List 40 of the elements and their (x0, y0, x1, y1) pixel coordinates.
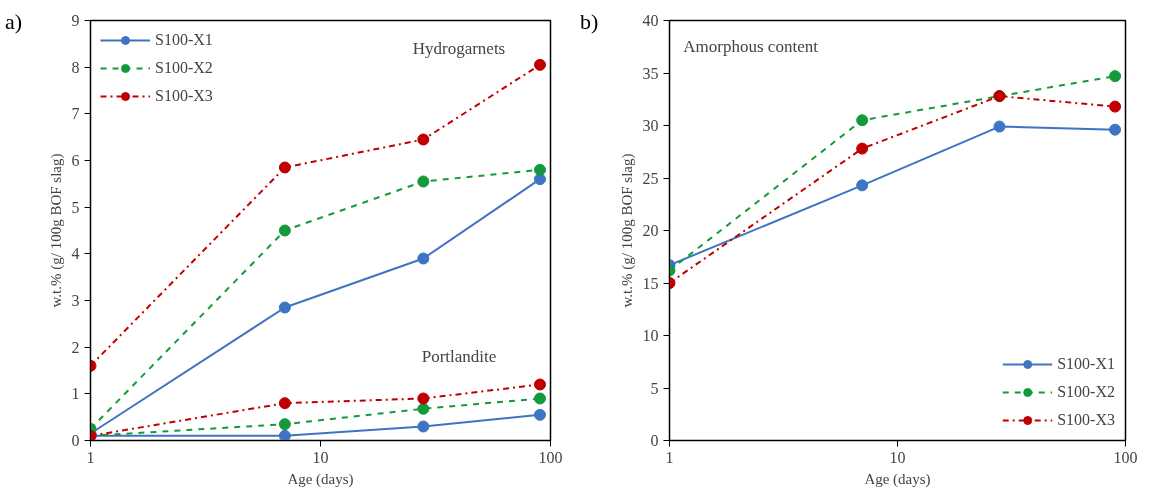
x-tick-label: 1 (665, 448, 674, 466)
annotation: Hydrogarnets (412, 39, 506, 58)
y-tick-label: 0 (71, 432, 80, 449)
y-tick-label: 9 (71, 12, 80, 29)
y-tick-label: 15 (642, 274, 659, 292)
x-tick-label: 100 (538, 448, 563, 466)
y-tick-label: 8 (71, 58, 80, 76)
text: a) (5, 8, 23, 36)
y-axis-title: w.t.% (g/ 100g BOF slag) (47, 153, 65, 308)
y-tick-label: 5 (71, 198, 80, 216)
y-tick-label: 10 (642, 327, 659, 344)
legend-label: S100-X1 (1057, 355, 1115, 373)
y-tick-label: 35 (642, 64, 659, 82)
legend-label: S100-X1 (155, 31, 213, 49)
x-tick-label: 10 (312, 448, 329, 466)
y-tick-label: 4 (71, 245, 80, 263)
y-tick-label: 3 (71, 292, 80, 309)
legend-label: S100-X3 (1057, 411, 1115, 429)
text: b) (580, 8, 599, 36)
legend-label: S100-X2 (155, 59, 213, 77)
x-tick-label: 100 (1113, 448, 1138, 466)
y-tick-label: 0 (650, 432, 659, 449)
x-axis-title: Age (days) (864, 470, 931, 488)
y-axis-title: w.t.% (g/ 100g BOF slag) (618, 153, 636, 308)
annotation: Portlandite (421, 347, 497, 366)
y-tick-label: 20 (642, 222, 659, 239)
x-tick-label: 10 (889, 448, 906, 466)
legend-label: S100-X3 (155, 87, 213, 105)
y-tick-label: 5 (650, 379, 659, 397)
x-tick-label: 1 (86, 448, 95, 466)
y-tick-label: 1 (71, 385, 80, 403)
legend-label: S100-X2 (1057, 383, 1115, 401)
x-axis-title: Age (days) (287, 470, 354, 488)
y-tick-label: 6 (71, 152, 80, 169)
annotation: Amorphous content (683, 37, 819, 57)
y-tick-label: 30 (642, 117, 659, 134)
y-tick-label: 2 (71, 338, 80, 356)
y-tick-label: 40 (642, 12, 659, 29)
y-tick-label: 7 (71, 105, 80, 123)
y-tick-label: 25 (642, 169, 659, 187)
